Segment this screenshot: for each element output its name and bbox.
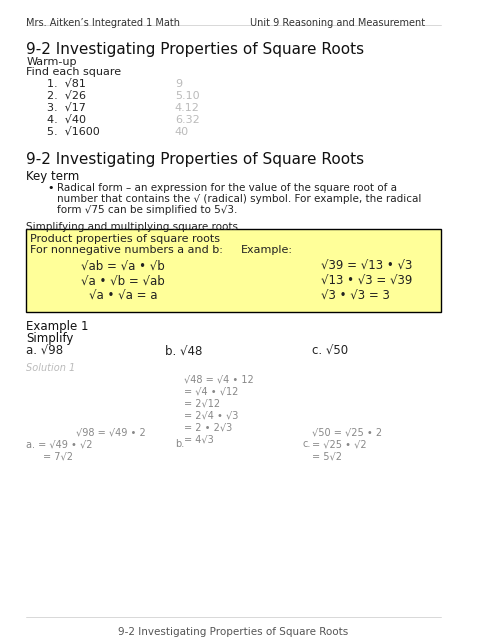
Text: √a • √b = √ab: √a • √b = √ab xyxy=(81,275,165,287)
Text: b.: b. xyxy=(175,440,184,449)
Text: = 2√4 • √3: = 2√4 • √3 xyxy=(184,410,239,420)
Text: c.: c. xyxy=(302,440,311,449)
Text: a. = √49 • √2: a. = √49 • √2 xyxy=(26,440,93,449)
Text: 9-2 Investigating Properties of Square Roots: 9-2 Investigating Properties of Square R… xyxy=(26,42,365,57)
Text: number that contains the √ (radical) symbol. For example, the radical: number that contains the √ (radical) sym… xyxy=(57,194,421,204)
Text: √50 = √25 • 2: √50 = √25 • 2 xyxy=(312,428,382,438)
Text: = √25 • √2: = √25 • √2 xyxy=(312,440,366,449)
Text: Mrs. Aitken’s Integrated 1 Math: Mrs. Aitken’s Integrated 1 Math xyxy=(26,18,181,28)
Text: Simplifying and multiplying square roots: Simplifying and multiplying square roots xyxy=(26,221,239,232)
Text: = 2√12: = 2√12 xyxy=(184,399,220,408)
Text: 9-2 Investigating Properties of Square Roots: 9-2 Investigating Properties of Square R… xyxy=(26,152,365,167)
Text: Key term: Key term xyxy=(26,170,80,183)
Text: Solution 1: Solution 1 xyxy=(26,363,76,372)
Text: form √75 can be simplified to 5√3.: form √75 can be simplified to 5√3. xyxy=(57,205,237,215)
Text: •: • xyxy=(47,183,54,193)
Text: 1.  √81: 1. √81 xyxy=(47,79,86,89)
Text: 5.  √1600: 5. √1600 xyxy=(47,127,100,137)
Text: = √4 • √12: = √4 • √12 xyxy=(184,387,239,397)
Text: 4.  √40: 4. √40 xyxy=(47,115,86,125)
Text: Product properties of square roots: Product properties of square roots xyxy=(30,234,220,244)
Text: 4.12: 4.12 xyxy=(175,103,199,113)
Text: Find each square: Find each square xyxy=(26,67,122,77)
Text: = 2 • 2√3: = 2 • 2√3 xyxy=(184,422,233,433)
Text: Radical form – an expression for the value of the square root of a: Radical form – an expression for the val… xyxy=(57,183,396,193)
Text: Unit 9 Reasoning and Measurement: Unit 9 Reasoning and Measurement xyxy=(250,18,426,28)
Text: = 5√2: = 5√2 xyxy=(312,451,342,461)
Text: 9: 9 xyxy=(175,79,182,89)
Text: Example:: Example: xyxy=(241,244,293,255)
Text: √13 • √3 = √39: √13 • √3 = √39 xyxy=(321,275,413,287)
Text: 9-2 Investigating Properties of Square Roots: 9-2 Investigating Properties of Square R… xyxy=(118,627,348,637)
Text: √ab = √a • √b: √ab = √a • √b xyxy=(81,260,165,273)
Text: 3.  √17: 3. √17 xyxy=(47,103,86,113)
Text: 6.32: 6.32 xyxy=(175,115,199,125)
FancyBboxPatch shape xyxy=(26,228,441,312)
Text: √48 = √4 • 12: √48 = √4 • 12 xyxy=(184,374,254,385)
Text: Simplify: Simplify xyxy=(26,332,74,344)
Text: a. √98: a. √98 xyxy=(26,344,63,358)
Text: For nonnegative numbers a and b:: For nonnegative numbers a and b: xyxy=(30,244,223,255)
Text: √98 = √49 • 2: √98 = √49 • 2 xyxy=(76,428,146,438)
Text: c. √50: c. √50 xyxy=(312,344,348,358)
Text: √39 = √13 • √3: √39 = √13 • √3 xyxy=(321,260,413,273)
Text: √3 • √3 = 3: √3 • √3 = 3 xyxy=(321,290,390,303)
Text: Example 1: Example 1 xyxy=(26,319,89,333)
Text: 5.10: 5.10 xyxy=(175,91,199,101)
Text: = 7√2: = 7√2 xyxy=(43,451,73,461)
Text: b. √48: b. √48 xyxy=(165,344,203,358)
Text: √a • √a = a: √a • √a = a xyxy=(89,290,157,303)
Text: Warm-up: Warm-up xyxy=(26,57,77,67)
Text: = 4√3: = 4√3 xyxy=(184,435,214,445)
Text: 2.  √26: 2. √26 xyxy=(47,91,86,101)
Text: 40: 40 xyxy=(175,127,189,137)
